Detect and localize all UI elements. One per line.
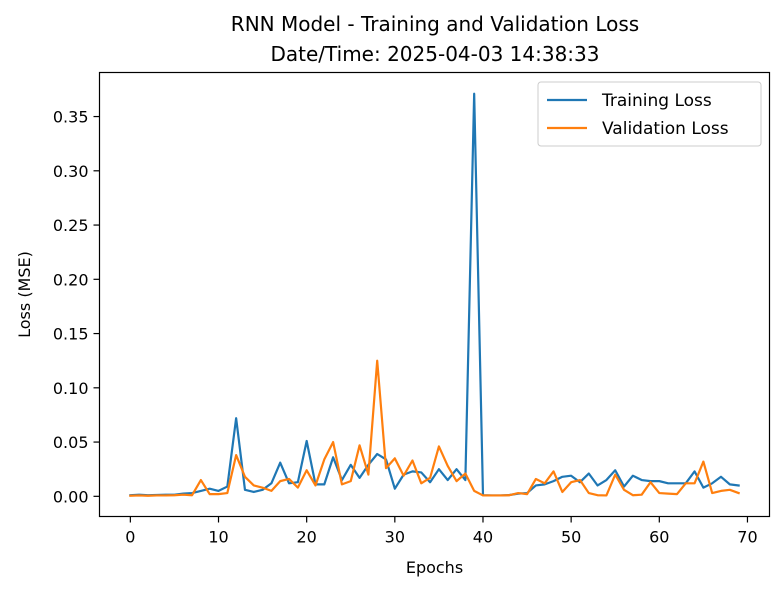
y-tick-label: 0.15 [53,325,89,344]
y-tick-label: 0.35 [53,108,89,127]
x-tick-label: 30 [385,528,405,547]
x-axis: 0 10 20 30 40 50 60 70 [125,516,758,547]
x-tick-label: 10 [208,528,228,547]
y-tick-label: 0.30 [53,162,89,181]
legend-box [537,81,762,147]
series-line-validation-loss [129,359,741,497]
y-tick-label: 0.10 [53,379,89,398]
x-tick-label: 60 [649,528,669,547]
chart-title: RNN Model - Training and Validation Loss [231,12,639,36]
legend-label-training: Training Loss [601,91,712,111]
y-tick-label: 0.25 [53,216,89,235]
y-tick-label: 0.05 [53,433,89,452]
chart-subtitle: Date/Time: 2025-04-03 14:38:33 [271,42,600,66]
series-layer [129,92,741,497]
legend: Training Loss Validation Loss [537,81,762,147]
plot-frame [98,71,771,518]
series-line-training-loss [129,92,740,497]
legend-label-validation: Validation Loss [602,119,729,139]
y-axis-label: Loss (MSE) [15,251,34,338]
x-axis-label: Epochs [406,558,463,577]
x-tick-label: 40 [473,528,493,547]
y-tick-label: 0.00 [53,487,89,506]
y-tick-label: 0.20 [53,270,89,289]
y-axis: 0.00 0.05 0.10 0.15 0.20 0.25 0.30 0.35 [53,108,100,506]
x-tick-label: 70 [737,528,757,547]
x-tick-label: 20 [296,528,316,547]
x-tick-label: 50 [561,528,581,547]
x-tick-label: 0 [125,528,135,547]
